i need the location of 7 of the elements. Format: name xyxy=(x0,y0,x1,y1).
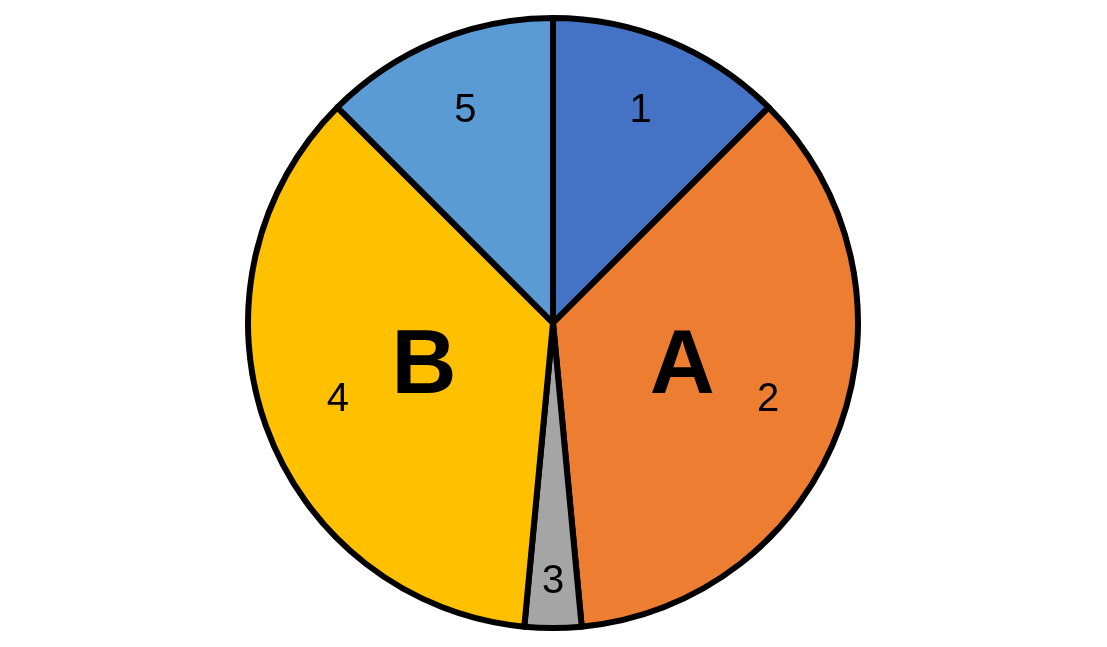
slice-label: 3 xyxy=(541,556,565,601)
text: B xyxy=(391,312,457,413)
slice-label: 5 xyxy=(454,86,477,131)
text: A xyxy=(649,312,715,413)
slice-label: 4 xyxy=(326,375,349,420)
slice-label: 1 xyxy=(629,86,652,131)
slice-label: 2 xyxy=(757,375,780,420)
